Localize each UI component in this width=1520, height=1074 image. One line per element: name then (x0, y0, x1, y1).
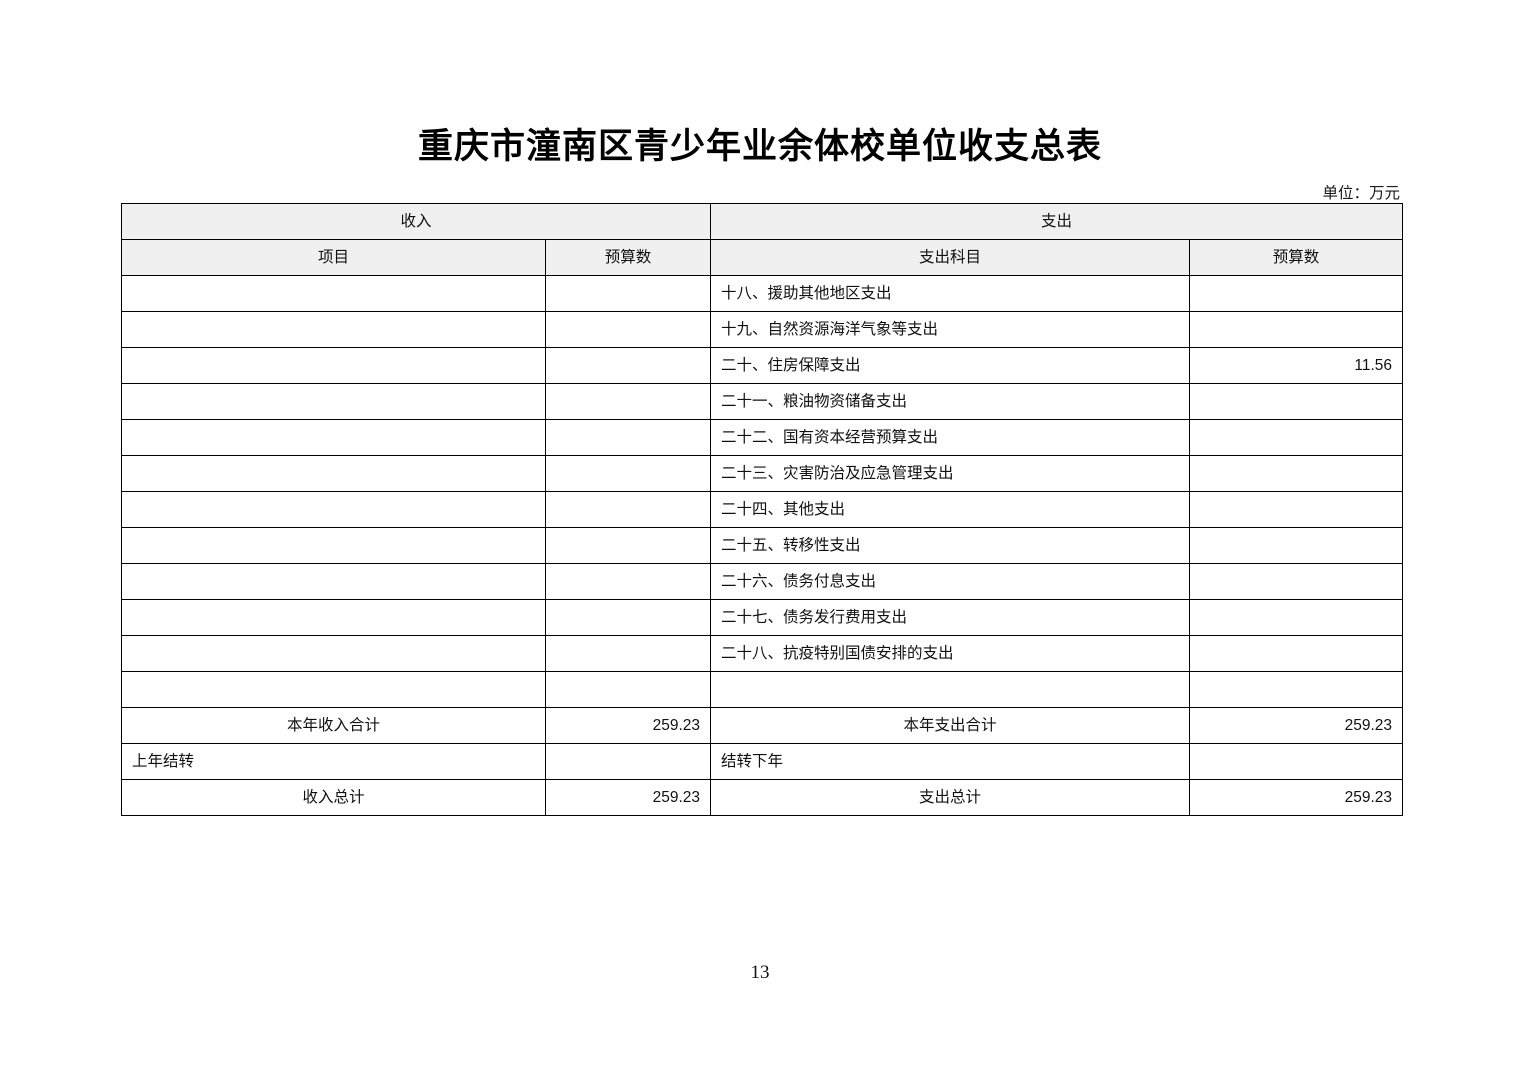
cell-expenditure-amount (1189, 275, 1404, 312)
cell-income-item (121, 671, 546, 708)
cell-expenditure-amount (1189, 635, 1404, 672)
cell-expenditure-item: 二十四、其他支出 (710, 491, 1191, 528)
cell-income-summary-amount: 259.23 (544, 779, 712, 816)
cell-expenditure-item: 二十八、抗疫特别国债安排的支出 (710, 635, 1191, 672)
cell-income-item (121, 311, 546, 348)
page-title: 重庆市潼南区青少年业余体校单位收支总表 (417, 127, 1102, 166)
table-row: 二十三、灾害防治及应急管理支出 (121, 455, 1404, 492)
table-body: 收入 支出 项目 预算数 支出科目 预算数 十八、援助其他地区支出 十九、自然资源… (120, 203, 1404, 816)
table-column-header-row: 项目 预算数 支出科目 预算数 (121, 239, 1404, 276)
cell-expenditure-amount (1189, 383, 1404, 420)
cell-income-item (121, 347, 546, 384)
cell-expenditure-amount (1189, 563, 1404, 600)
unit-label: 单位：万元 (1322, 185, 1400, 202)
cell-expenditure-item: 二十七、债务发行费用支出 (710, 599, 1191, 636)
cell-income-amount (544, 527, 712, 564)
cell-income-summary-label: 本年收入合计 (121, 707, 546, 744)
cell-income-summary-label: 上年结转 (121, 743, 546, 780)
cell-income-amount (544, 491, 712, 528)
column-header-income-budget: 预算数 (544, 239, 712, 276)
table-row: 二十六、债务付息支出 (121, 563, 1404, 600)
cell-income-item (121, 419, 546, 456)
cell-expenditure-item: 二十三、灾害防治及应急管理支出 (710, 455, 1191, 492)
cell-income-item (121, 383, 546, 420)
table-row: 二十五、转移性支出 (121, 527, 1404, 564)
cell-income-summary-amount: 259.23 (544, 707, 712, 744)
cell-expenditure-summary-label: 结转下年 (710, 743, 1191, 780)
cell-income-item (121, 563, 546, 600)
cell-expenditure-summary-label: 本年支出合计 (710, 707, 1191, 744)
table-group-header-row: 收入 支出 (120, 203, 1404, 240)
cell-income-item (121, 599, 546, 636)
income-expenditure-table: 收入 支出 项目 预算数 支出科目 预算数 十八、援助其他地区支出 十九、自然资源… (120, 203, 1404, 816)
cell-income-amount (544, 563, 712, 600)
cell-income-summary-amount (544, 743, 712, 780)
cell-expenditure-amount (1189, 671, 1404, 708)
cell-income-amount (544, 311, 712, 348)
cell-expenditure-item: 二十五、转移性支出 (710, 527, 1191, 564)
cell-income-amount (544, 455, 712, 492)
cell-expenditure-item: 十八、援助其他地区支出 (710, 275, 1191, 312)
cell-expenditure-amount (1189, 455, 1404, 492)
table-row: 二十八、抗疫特别国债安排的支出 (121, 635, 1404, 672)
cell-income-amount (544, 635, 712, 672)
cell-expenditure-item: 二十、住房保障支出 (710, 347, 1191, 384)
cell-expenditure-item (710, 671, 1191, 708)
column-header-income-item: 项目 (121, 239, 546, 276)
table-row: 二十二、国有资本经营预算支出 (121, 419, 1404, 456)
cell-income-item (121, 275, 546, 312)
column-header-expenditure-item: 支出科目 (710, 239, 1191, 276)
budget-table-container: 收入 支出 项目 预算数 支出科目 预算数 十八、援助其他地区支出 十九、自然资源… (120, 203, 1404, 816)
cell-expenditure-summary-label: 支出总计 (710, 779, 1191, 816)
cell-expenditure-amount (1189, 311, 1404, 348)
cell-income-item (121, 527, 546, 564)
table-summary-row: 收入总计 259.23 支出总计 259.23 (121, 779, 1404, 816)
cell-income-amount (544, 347, 712, 384)
cell-expenditure-summary-amount: 259.23 (1189, 707, 1404, 744)
cell-income-amount (544, 599, 712, 636)
cell-income-item (121, 455, 546, 492)
cell-income-amount (544, 419, 712, 456)
cell-income-item (121, 491, 546, 528)
table-row: 十八、援助其他地区支出 (121, 275, 1404, 312)
cell-income-amount (544, 383, 712, 420)
cell-expenditure-amount (1189, 527, 1404, 564)
cell-expenditure-summary-amount: 259.23 (1189, 779, 1404, 816)
cell-expenditure-amount (1189, 491, 1404, 528)
cell-income-amount (544, 275, 712, 312)
cell-income-amount (544, 671, 712, 708)
table-row: 二十一、粮油物资储备支出 (121, 383, 1404, 420)
cell-expenditure-amount: 11.56 (1189, 347, 1404, 384)
group-header-income: 收入 (120, 203, 712, 240)
table-row: 十九、自然资源海洋气象等支出 (121, 311, 1404, 348)
table-row-blank (121, 671, 1404, 708)
table-summary-row: 上年结转 结转下年 (121, 743, 1404, 780)
cell-income-item (121, 635, 546, 672)
column-header-expenditure-budget: 预算数 (1189, 239, 1404, 276)
cell-expenditure-amount (1189, 419, 1404, 456)
cell-expenditure-amount (1189, 599, 1404, 636)
group-header-expenditure: 支出 (710, 203, 1404, 240)
cell-expenditure-item: 二十一、粮油物资储备支出 (710, 383, 1191, 420)
cell-expenditure-summary-amount (1189, 743, 1404, 780)
page-number: 13 (750, 962, 770, 983)
table-row: 二十、住房保障支出 11.56 (121, 347, 1404, 384)
cell-expenditure-item: 二十二、国有资本经营预算支出 (710, 419, 1191, 456)
table-row: 二十四、其他支出 (121, 491, 1404, 528)
cell-expenditure-item: 十九、自然资源海洋气象等支出 (710, 311, 1191, 348)
cell-expenditure-item: 二十六、债务付息支出 (710, 563, 1191, 600)
table-summary-row: 本年收入合计 259.23 本年支出合计 259.23 (121, 707, 1404, 744)
cell-income-summary-label: 收入总计 (121, 779, 546, 816)
table-row: 二十七、债务发行费用支出 (121, 599, 1404, 636)
